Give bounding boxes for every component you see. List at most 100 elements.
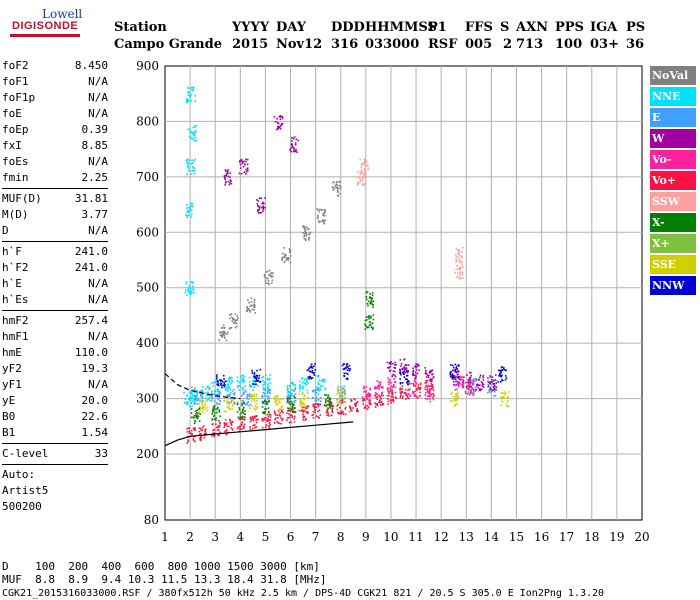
- echo-point: [267, 379, 270, 381]
- echo-point: [280, 116, 282, 118]
- echo-point: [247, 404, 250, 407]
- echo-point: [365, 404, 367, 407]
- echo-point: [243, 393, 245, 395]
- echo-point: [244, 416, 246, 419]
- echo-point: [338, 392, 341, 394]
- echo-point: [212, 409, 215, 412]
- echo-point: [228, 405, 230, 407]
- echo-point: [456, 375, 458, 377]
- echo-point: [190, 402, 192, 405]
- y-tick-label: 500: [136, 281, 159, 295]
- echo-point: [455, 380, 457, 383]
- echo-point: [480, 380, 483, 383]
- echo-point: [412, 392, 415, 394]
- echo-point: [276, 414, 279, 417]
- echo-point: [251, 394, 253, 397]
- echo-point: [191, 397, 193, 400]
- echo-point: [461, 271, 464, 273]
- echo-point: [457, 364, 460, 366]
- echo-point: [470, 390, 472, 393]
- echo-point: [204, 408, 207, 410]
- echo-point: [317, 405, 320, 408]
- echo-point: [339, 181, 341, 183]
- echo-point: [189, 159, 191, 162]
- echo-point: [504, 375, 507, 377]
- echo-point: [473, 380, 476, 382]
- echo-point: [241, 428, 243, 431]
- echo-point: [449, 371, 452, 374]
- trace-curve: [164, 421, 354, 447]
- echo-point: [501, 400, 503, 403]
- echo-point: [211, 413, 213, 415]
- echo-point: [399, 391, 401, 393]
- x-tick-label: 11: [408, 530, 423, 544]
- echo-point: [365, 165, 367, 167]
- echo-point: [189, 208, 191, 210]
- echo-point: [226, 385, 228, 388]
- echo-point: [387, 400, 390, 403]
- echo-point: [452, 376, 455, 378]
- echo-point: [267, 270, 269, 273]
- echo-point: [229, 421, 232, 424]
- echo-point: [504, 391, 506, 393]
- echo-point: [429, 389, 431, 392]
- echo-point: [495, 386, 498, 388]
- echo-point: [406, 371, 409, 374]
- echo-point: [345, 365, 348, 367]
- echo-point: [190, 397, 192, 399]
- echo-point: [319, 396, 322, 399]
- echo-point: [425, 371, 427, 374]
- echo-point: [370, 315, 372, 318]
- echo-point: [345, 363, 348, 365]
- echo-point: [291, 415, 294, 417]
- echo-point: [220, 331, 223, 334]
- param-label: MUF(D): [2, 192, 42, 205]
- echo-point: [428, 372, 431, 374]
- param-value: N/A: [88, 155, 108, 168]
- echo-point: [260, 211, 262, 214]
- echo-point: [502, 367, 505, 370]
- echo-point: [218, 425, 221, 427]
- echo-point: [337, 187, 339, 189]
- echo-point: [425, 380, 427, 382]
- echo-point: [250, 405, 253, 407]
- echo-point: [406, 395, 408, 397]
- echo-point: [424, 372, 427, 375]
- echo-point: [277, 416, 279, 419]
- header-label-1: YYYY: [232, 20, 270, 35]
- echo-point: [299, 385, 301, 388]
- echo-point: [319, 384, 322, 387]
- echo-point: [476, 383, 478, 386]
- echo-point: [317, 214, 319, 217]
- echo-point: [400, 393, 402, 395]
- echo-point: [329, 399, 331, 401]
- echo-point: [455, 384, 457, 386]
- echo-point: [265, 408, 267, 411]
- echo-point: [216, 380, 219, 382]
- echo-point: [195, 137, 197, 139]
- echo-point: [269, 419, 271, 421]
- echo-point: [458, 249, 460, 251]
- param-row: h`F 241.0: [2, 244, 108, 260]
- legend-item-e: E: [650, 108, 696, 127]
- echo-point: [456, 388, 458, 391]
- echo-point: [227, 402, 229, 405]
- echo-point: [323, 222, 326, 225]
- echo-point: [324, 388, 327, 391]
- echo-point: [263, 419, 265, 421]
- echo-point: [281, 410, 283, 412]
- echo-point: [194, 158, 196, 161]
- echo-point: [270, 275, 272, 278]
- echo-point: [194, 397, 197, 399]
- echo-point: [233, 401, 236, 404]
- echo-point: [225, 180, 227, 183]
- echo-point: [342, 413, 345, 415]
- param-value: N/A: [88, 277, 108, 290]
- echo-point: [289, 251, 291, 254]
- echo-point: [462, 378, 464, 381]
- echo-point: [329, 397, 331, 399]
- echo-point: [193, 292, 195, 294]
- echo-point: [241, 418, 243, 420]
- echo-point: [461, 272, 464, 274]
- echo-point: [243, 380, 246, 383]
